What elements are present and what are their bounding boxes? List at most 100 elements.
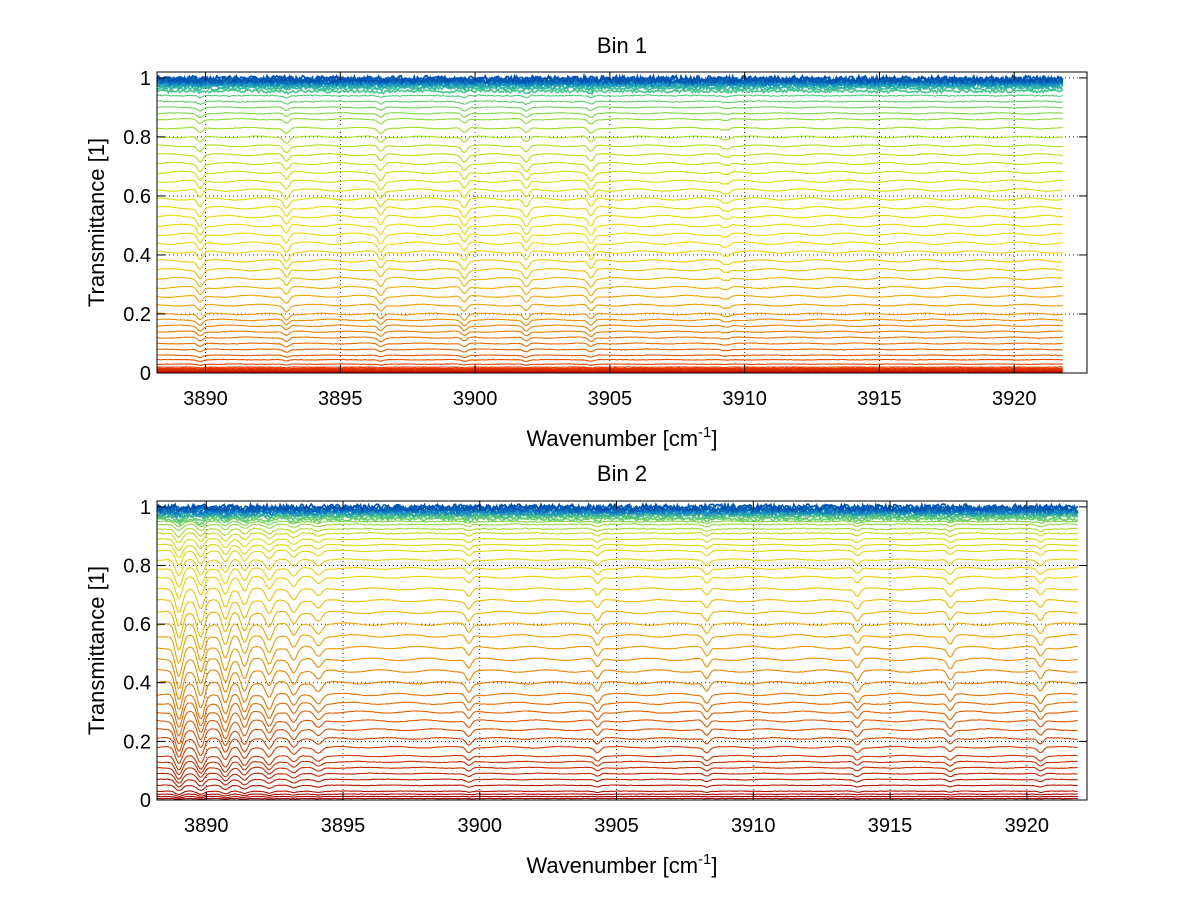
series-line — [157, 728, 1078, 752]
series-line — [157, 241, 1063, 254]
series-line — [157, 126, 1063, 135]
series-line — [157, 330, 1063, 338]
x-tick-label: 3910 — [722, 388, 767, 410]
series-line — [157, 558, 1078, 577]
series-line — [157, 354, 1063, 359]
series-line — [157, 784, 1078, 791]
series-line — [157, 117, 1063, 125]
y-tick-label: 1 — [140, 497, 151, 519]
y-tick-label: 0.2 — [123, 304, 151, 326]
x-tick-label: 3915 — [868, 815, 913, 837]
series-line — [157, 566, 1078, 588]
chart-title: Bin 2 — [597, 461, 647, 486]
series-line — [157, 161, 1063, 173]
series-line — [157, 610, 1078, 639]
x-axis-label: Wavenumber [cm-1] — [526, 424, 717, 451]
series-line — [157, 363, 1063, 366]
chart-title: Bin 1 — [597, 33, 647, 58]
series-line — [157, 232, 1063, 245]
y-tick-label: 0.4 — [123, 673, 151, 695]
series-line — [157, 531, 1078, 543]
x-tick-label: 3920 — [992, 388, 1037, 410]
series-line — [157, 324, 1063, 332]
series-line — [157, 549, 1078, 566]
series-line — [157, 112, 1063, 118]
series-line — [157, 622, 1078, 651]
x-tick-label: 3905 — [588, 388, 633, 410]
x-tick-label: 3900 — [458, 815, 503, 837]
y-tick-label: 0.2 — [123, 731, 151, 753]
series-line — [157, 680, 1078, 710]
series-line — [157, 501, 1079, 515]
y-tick-label: 0.4 — [123, 245, 151, 267]
series-line — [157, 294, 1063, 305]
series-line — [157, 106, 1063, 112]
series-line — [157, 197, 1063, 210]
series-line — [157, 303, 1063, 313]
series-line — [157, 669, 1078, 701]
axes-box — [156, 71, 1088, 374]
x-axis-label-end: ] — [711, 853, 717, 878]
axes-box — [156, 500, 1088, 801]
series-group — [157, 501, 1079, 800]
series-line — [157, 214, 1063, 228]
series-line — [157, 710, 1078, 737]
y-tick-label: 0 — [140, 363, 151, 385]
y-axis-label: Transmittance [1] — [84, 566, 109, 735]
series-line — [157, 94, 1063, 99]
series-line — [157, 657, 1078, 690]
series-line — [157, 267, 1063, 280]
x-axis-label-superscript: -1 — [698, 851, 711, 868]
x-axis-label-text: Wavenumber [cm — [526, 853, 698, 878]
x-tick-label: 3910 — [731, 815, 776, 837]
bin-1-chart: 3890 3895 3900 3905 3910 3915 3920 0 0.2 0.4 0.6 0.… — [84, 33, 1088, 451]
series-line — [157, 745, 1078, 765]
series-line — [157, 793, 1078, 797]
series-line — [157, 259, 1063, 271]
series-line — [157, 719, 1078, 745]
series-line — [157, 188, 1063, 201]
x-tick-label: 3895 — [321, 815, 366, 837]
series-line — [157, 754, 1078, 771]
x-axis-label-superscript: -1 — [698, 424, 711, 441]
series-line — [157, 135, 1063, 144]
series-line — [157, 285, 1063, 297]
x-axis-label-end: ] — [711, 426, 717, 451]
y-tick-label: 1 — [140, 68, 151, 90]
series-line — [157, 598, 1078, 627]
series-line — [157, 537, 1078, 552]
x-tick-label: 3890 — [183, 388, 228, 410]
series-line — [157, 692, 1078, 720]
series-line — [157, 575, 1078, 600]
series-line — [157, 342, 1063, 348]
series-line — [157, 318, 1063, 327]
series-line — [157, 152, 1063, 164]
series-line — [157, 778, 1078, 788]
x-axis-label-text: Wavenumber [cm — [526, 426, 698, 451]
series-line — [157, 250, 1063, 263]
series-line — [157, 527, 1078, 538]
series-line — [157, 501, 1079, 514]
series-line — [157, 772, 1078, 784]
series-line — [157, 543, 1078, 559]
series-line — [157, 170, 1063, 182]
x-tick-label: 3905 — [594, 815, 639, 837]
series-line — [157, 760, 1078, 776]
series-line — [157, 348, 1063, 353]
series-line — [157, 790, 1078, 795]
x-tick-label: 3895 — [318, 388, 363, 410]
series-line — [157, 766, 1078, 780]
series-line — [157, 88, 1064, 96]
y-tick-label: 0.8 — [123, 127, 151, 149]
series-line — [157, 633, 1078, 665]
x-tick-label: 3920 — [1005, 815, 1050, 837]
series-line — [157, 523, 1078, 532]
x-tick-label: 3915 — [857, 388, 902, 410]
y-tick-label: 0.8 — [123, 555, 151, 577]
series-line — [157, 795, 1078, 799]
plot-area — [157, 72, 1087, 373]
series-line — [157, 312, 1063, 322]
series-line — [157, 179, 1063, 191]
series-line — [157, 520, 1078, 528]
